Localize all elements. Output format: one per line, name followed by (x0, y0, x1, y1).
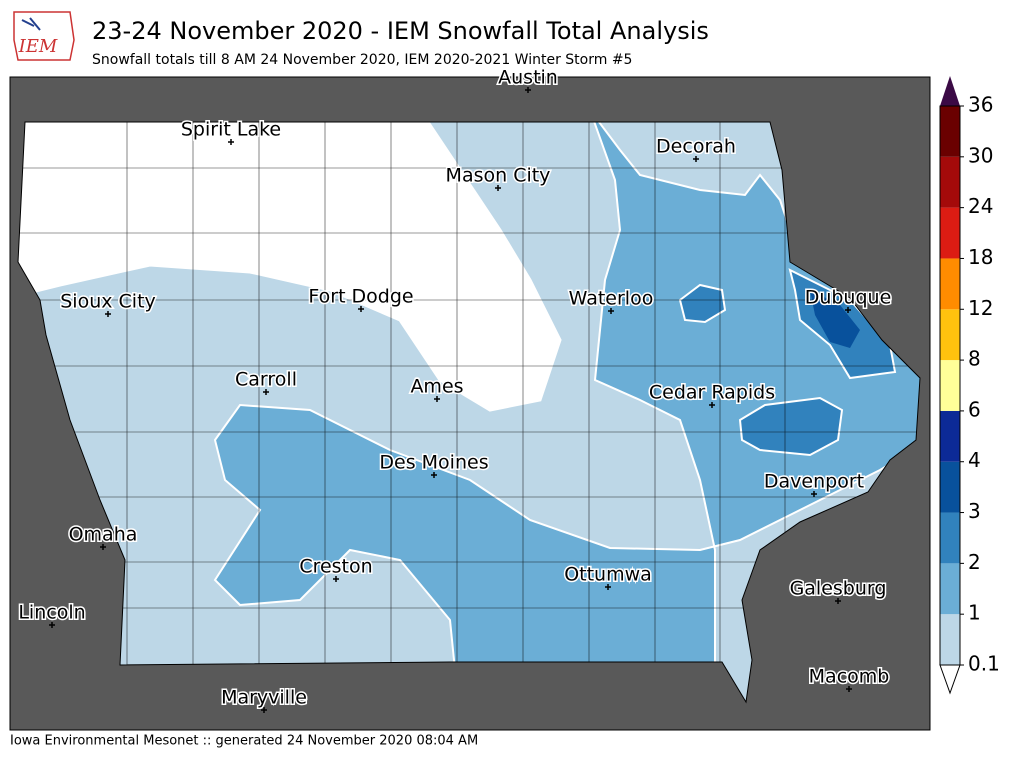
city-marker (608, 308, 614, 314)
colorbar-tick-label: 2 (968, 550, 981, 574)
city-marker (709, 402, 715, 408)
city-label: Galesburg (790, 578, 887, 600)
colorbar-segment (940, 207, 960, 259)
colorbar-segment (940, 360, 960, 411)
colorbar-tick-label: 6 (968, 397, 981, 421)
city-marker (495, 185, 501, 191)
colorbar-tick-label: 36 (968, 93, 993, 117)
city-marker (263, 389, 269, 395)
city-marker (846, 686, 852, 692)
colorbar-frame (939, 105, 961, 666)
city-label: Mason City (446, 165, 551, 187)
city-marker (434, 396, 440, 402)
colorbar-tick-label: 12 (968, 296, 993, 320)
title: 23-24 November 2020 - IEM Snowfall Total… (92, 17, 709, 45)
city-label: Carroll (235, 369, 297, 391)
city-label: Maryville (221, 687, 307, 709)
city-label: Sioux City (60, 291, 156, 313)
colorbar-over (940, 76, 960, 106)
colorbar-tick-label: 30 (968, 143, 993, 167)
colorbar-under (939, 664, 961, 695)
subtitle: Snowfall totals till 8 AM 24 November 20… (92, 52, 632, 68)
city-label: Ames (410, 376, 463, 398)
colorbar-segment (940, 106, 960, 157)
city-marker (105, 311, 111, 317)
colorbar-segment (940, 156, 960, 208)
city-label: Decorah (656, 136, 736, 158)
city-marker (49, 622, 55, 628)
colorbar-tick-label: 4 (968, 448, 981, 472)
colorbar-segment (940, 614, 960, 665)
colorbar-segment (940, 410, 960, 462)
colorbar-tick-label: 1 (968, 601, 981, 625)
colorbar-tick-label: 18 (968, 245, 993, 269)
city-marker (100, 544, 106, 550)
city-label: Waterloo (569, 288, 654, 310)
colorbar-tick-label: 8 (968, 347, 981, 371)
city-marker (811, 491, 817, 497)
city-marker (693, 156, 699, 162)
city-marker (228, 139, 234, 145)
city-marker (845, 307, 851, 313)
city-label: Dubuque (805, 287, 892, 309)
map (9, 76, 931, 731)
city-label: Cedar Rapids (649, 382, 775, 404)
city-label: Lincoln (18, 602, 85, 624)
colorbar-segment (940, 563, 960, 615)
city-label: Austin (498, 67, 558, 89)
city-marker (261, 707, 267, 713)
colorbar-tick-label: 3 (968, 499, 981, 523)
city-marker (525, 87, 531, 93)
city-label: Davenport (764, 471, 864, 493)
colorbar-segment (940, 512, 960, 564)
footer: Iowa Environmental Mesonet :: generated … (10, 734, 478, 749)
colorbar-tick-label: 24 (968, 194, 993, 218)
city-labels: Austin Spirit Lake Decorah Mason City Si… (17, 65, 893, 710)
city-label: Fort Dodge (308, 286, 413, 308)
city-label: Macomb (809, 666, 890, 688)
city-label: Omaha (69, 524, 138, 546)
city-marker (333, 576, 339, 582)
colorbar-segment (940, 461, 960, 513)
colorbar-segment (940, 258, 960, 310)
city-label: Des Moines (379, 452, 488, 474)
city-marker (431, 472, 437, 478)
colorbar-segment (940, 309, 960, 361)
logo-text: IEM (18, 36, 58, 57)
logo: IEM (13, 11, 75, 61)
city-label: Ottumwa (564, 564, 652, 586)
city-marker (605, 584, 611, 590)
city-label: Spirit Lake (181, 119, 281, 141)
city-marker (358, 306, 364, 312)
colorbar-tick-label: 0.1 (968, 652, 1000, 676)
city-label: Creston (299, 556, 372, 578)
city-marker (835, 598, 841, 604)
